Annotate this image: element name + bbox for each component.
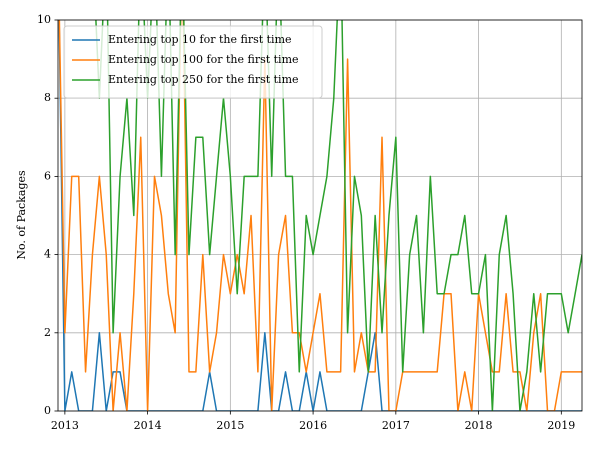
plot-frame <box>57 19 583 412</box>
y-tick-label: 4 <box>44 248 51 261</box>
x-tick-label: 2017 <box>382 419 410 432</box>
x-tick-label: 2016 <box>299 419 327 432</box>
y-tick-label: 6 <box>44 169 51 182</box>
legend-box <box>63 25 323 99</box>
legend-label: Entering top 250 for the first time <box>108 73 299 86</box>
x-tick-label: 2019 <box>547 419 575 432</box>
y-tick-label: 0 <box>44 404 51 417</box>
x-tick-label: 2015 <box>216 419 244 432</box>
x-tick-label: 2018 <box>465 419 493 432</box>
legend-label: Entering top 100 for the first time <box>108 53 299 66</box>
y-tick-label: 2 <box>44 326 51 339</box>
y-axis-label: No. of Packages <box>15 170 28 260</box>
data-line <box>58 20 582 411</box>
y-tick-label: 10 <box>37 13 51 26</box>
legend-label: Entering top 10 for the first time <box>108 33 292 46</box>
y-tick-label: 8 <box>44 91 51 104</box>
x-tick-label: 2014 <box>134 419 162 432</box>
x-tick-label: 2013 <box>51 419 79 432</box>
